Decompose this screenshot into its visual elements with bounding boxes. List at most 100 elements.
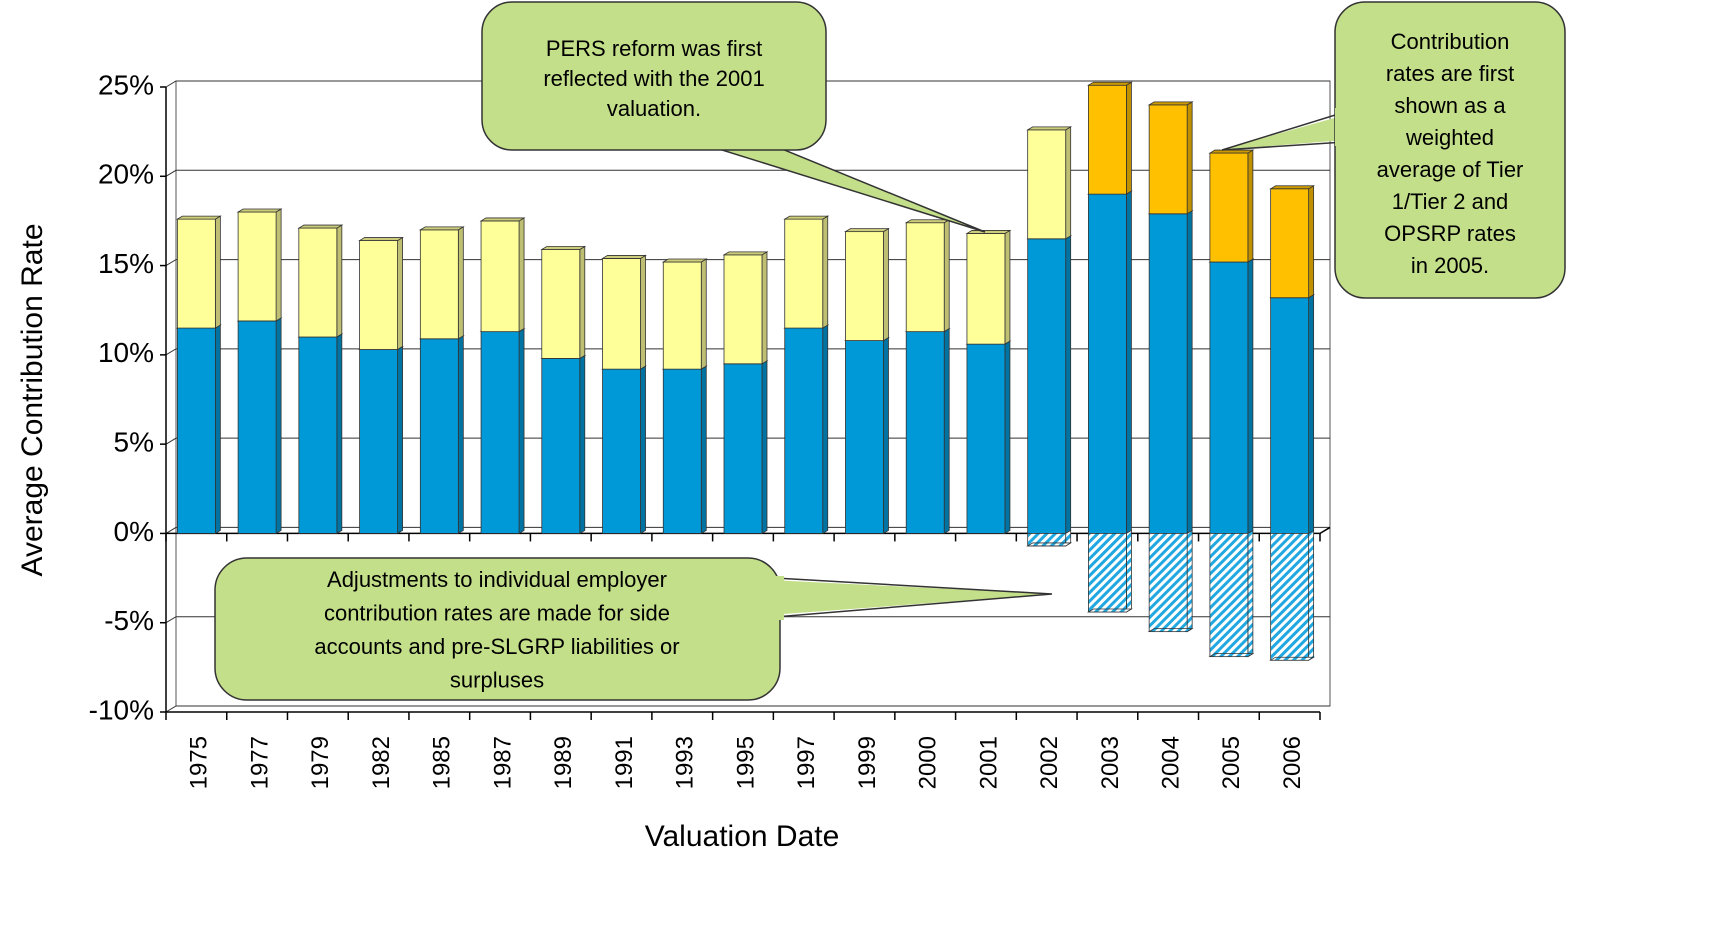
bar-side	[518, 327, 525, 535]
bar-top	[1269, 656, 1316, 661]
bars	[175, 81, 1316, 661]
x-tick-label: 1987	[489, 736, 516, 789]
bar-top	[236, 208, 283, 213]
bar-side	[275, 317, 282, 535]
bar	[1027, 238, 1067, 534]
bar-top	[1086, 608, 1133, 613]
bar-top	[175, 215, 222, 220]
bar-side	[579, 354, 586, 535]
y-tick-label: -5%	[104, 605, 154, 636]
grid-line	[165, 80, 1330, 88]
bar	[419, 229, 459, 340]
bar	[298, 227, 338, 338]
bar-top	[1208, 653, 1255, 658]
bar-top	[418, 226, 465, 231]
annotation-text: contribution rates are made for side	[324, 600, 670, 625]
bar-side	[397, 236, 403, 351]
bar	[966, 233, 1006, 345]
bar	[1209, 533, 1249, 658]
callout-box	[1334, 1, 1566, 299]
annotation-text: surpluses	[450, 667, 544, 692]
callout-box	[214, 557, 781, 701]
bar	[1270, 533, 1310, 661]
bar-side	[1126, 81, 1132, 195]
bar	[1148, 104, 1188, 215]
bar-top	[965, 230, 1012, 234]
bar-side	[1065, 235, 1072, 535]
bar	[419, 338, 459, 534]
bar	[1148, 533, 1188, 633]
x-axis-title: Valuation Date	[645, 820, 840, 853]
bar-side	[1247, 529, 1254, 658]
bar-side	[822, 215, 829, 329]
annotation-text: reflected with the 2001	[543, 66, 764, 91]
y-axis-title: Average Contribution Rate	[16, 224, 49, 577]
bar	[662, 368, 702, 534]
annotation-text: in 2005.	[1411, 253, 1489, 278]
bar-side	[336, 333, 343, 535]
grid-line	[165, 169, 1330, 177]
bar-side	[1004, 340, 1011, 535]
bar	[723, 363, 763, 534]
grid-line	[165, 616, 1330, 624]
bar	[176, 218, 216, 329]
bar-side	[761, 251, 768, 365]
x-tick-label: 1975	[186, 736, 213, 789]
y-tick-label: 5%	[114, 427, 154, 458]
bar-top	[1026, 126, 1073, 131]
x-tick-label: 2003	[1097, 736, 1124, 789]
annotation-text: accounts and pre-SLGRP liabilities or	[314, 634, 679, 659]
y-tick-label: 25%	[98, 69, 154, 100]
bar-side	[1004, 229, 1011, 345]
bar-side	[1065, 126, 1072, 240]
bar	[237, 320, 277, 534]
annotation-text: valuation.	[607, 96, 701, 121]
bar	[359, 349, 398, 534]
callout-pointer-edge	[774, 577, 1053, 618]
y-tick-label: 20%	[98, 159, 154, 190]
bar	[845, 231, 884, 341]
annotation-text: PERS reform was first	[546, 36, 762, 61]
bar	[723, 254, 763, 365]
bar-side	[1186, 529, 1193, 633]
bar-side	[700, 258, 707, 370]
bar	[602, 258, 641, 370]
x-tick-label: 1995	[732, 736, 759, 789]
bar-side	[640, 254, 646, 370]
x-tick-label: 1993	[672, 736, 699, 789]
bar	[1270, 297, 1310, 534]
annotation-text: OPSRP rates	[1384, 221, 1516, 246]
bar	[662, 261, 702, 370]
x-tick-label: 2002	[1036, 736, 1063, 789]
x-tick-label: 1977	[246, 736, 273, 789]
bar	[480, 220, 520, 333]
bar-side	[943, 327, 950, 535]
bar-top	[661, 258, 708, 263]
bar-top	[479, 217, 526, 222]
bar-side	[397, 345, 403, 535]
bar	[1148, 213, 1188, 534]
bar-top	[297, 224, 344, 229]
bar-side	[1308, 529, 1315, 661]
bar-side	[640, 365, 646, 535]
x-tick-label: 1991	[611, 736, 638, 789]
y-tick-label: 10%	[98, 337, 154, 368]
bar	[602, 368, 641, 534]
grid-line	[165, 705, 1330, 713]
bar-side	[1247, 258, 1254, 535]
callout-box	[481, 1, 827, 151]
x-tick-label: 1985	[429, 736, 456, 789]
bar-side	[1308, 185, 1315, 299]
bar	[298, 336, 338, 534]
x-tick-label: 1997	[793, 736, 820, 789]
annotation-text: Contribution	[1391, 29, 1510, 54]
x-tick-label: 1982	[368, 736, 395, 789]
annotation-text: weighted	[1405, 125, 1494, 150]
bar-top	[783, 215, 830, 220]
y-tick-label: -10%	[89, 694, 154, 725]
bar-side	[518, 217, 525, 333]
bar-top	[844, 228, 890, 233]
bar	[1270, 188, 1310, 299]
bar-side	[336, 224, 343, 338]
bar-top	[540, 246, 587, 250]
